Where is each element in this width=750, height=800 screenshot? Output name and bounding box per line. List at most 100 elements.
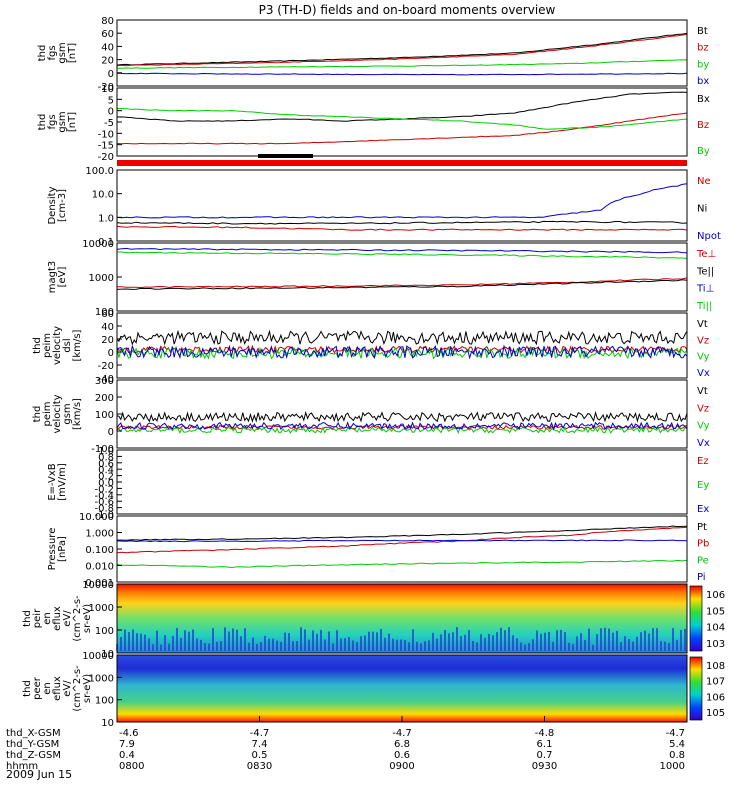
x-axis-row-label: hhmm (6, 761, 38, 772)
y-tick-label: 100.0 (85, 166, 114, 177)
legend-Vx: Vx (697, 368, 710, 379)
series-line-Pi (116, 539, 688, 543)
y-axis-label: fgs (47, 114, 58, 129)
y-tick-label: 10.0 (92, 190, 114, 201)
legend-Vy: Vy (697, 352, 710, 363)
y-tick-label: -0.2 (94, 484, 114, 495)
y-tick-label: 100 (95, 307, 114, 318)
y-tick-label: 10000 (82, 651, 114, 662)
legend-Ti||: Ti|| (696, 301, 712, 312)
y-tick-label: 200 (95, 393, 114, 404)
y-tick-label: 0 (108, 348, 114, 359)
panel-velocity_gsm: Vt Vz Vy Vx 300 200 100 0 -100 thd peim velocity gsm… (32, 376, 710, 455)
legend-Ni: Ni (697, 204, 707, 215)
legend-by: by (697, 59, 709, 70)
x-axis-row-label: thd_X-GSM (6, 728, 61, 739)
y-tick-label: 0.001 (85, 578, 114, 589)
legend-Npot: Npot (697, 231, 721, 242)
y-tick-label: 0.1 (98, 237, 114, 248)
y-axis-label: gsm (62, 403, 73, 424)
x-tick-label: 0800 (119, 761, 144, 772)
panel-peir: 106 105 104 103 10000 1000 100 10 thd peir en eflux… (22, 580, 725, 660)
x-tick-label: 0830 (247, 761, 272, 772)
y-axis-label: (cm^2-s- (72, 595, 83, 642)
colorbar-tick-label: 103 (706, 639, 725, 650)
series-line-Pt (117, 525, 688, 541)
y-axis-label: eflux (52, 606, 63, 631)
y-axis-label: [cm-3] (57, 189, 68, 222)
y-tick-label: 1000 (89, 273, 114, 284)
panel-efield: Ez Ey Ex 1.00.80.60.40.20.0-0.2-0.4-0.6-0.8… (47, 446, 709, 521)
y-axis-label: peim (42, 333, 53, 358)
y-axis-label: magt3 (47, 261, 58, 294)
x-tick-label: 0.8 (669, 750, 685, 761)
spectrogram-peer (117, 655, 687, 722)
y-tick-label: -20 (98, 152, 114, 163)
x-tick-label: -4.6 (119, 728, 139, 739)
y-axis-label: Pressure (47, 528, 58, 571)
y-tick-label: 300 (95, 376, 114, 387)
legend-Vy: Vy (697, 421, 710, 432)
y-tick-label: 1000 (89, 603, 114, 614)
data-coverage-bar (117, 160, 687, 166)
x-tick-label: 0930 (532, 761, 557, 772)
series-line-Te|| (116, 279, 688, 290)
y-tick-label: -20 (98, 82, 114, 93)
series-line-Pe (116, 559, 688, 569)
legend-Vt: Vt (697, 386, 708, 397)
y-axis-label: thd (32, 337, 43, 354)
x-tick-label: 0900 (389, 761, 414, 772)
legend-Bt: Bt (697, 26, 708, 37)
x-tick-label: -4.7 (250, 728, 270, 739)
x-tick-label: 0.4 (119, 750, 135, 761)
y-tick-label: 0.8 (98, 452, 114, 463)
y-axis-label: peer (32, 676, 43, 700)
y-tick-label: -40 (98, 374, 114, 385)
y-tick-label: 1.0 (98, 446, 114, 457)
y-tick-label: 40 (101, 42, 114, 53)
y-tick-label: 0.100 (85, 545, 114, 556)
y-axis-label: E=-VxB (47, 463, 58, 500)
panel-velocity_dsl: Vt Vz Vy Vx 60 40 20 0 -20 -40 thd peim velocity dsl[… (32, 309, 710, 385)
legend-Te⊥: Te⊥ (696, 249, 716, 260)
x-tick-label: 6.1 (537, 739, 553, 750)
legend-Ex: Ex (697, 504, 709, 515)
series-line-Ti|| (116, 251, 688, 259)
panel-pressure: Pt Pb Pe Pi 10.000 1.000 0.100 0.010 0.001 Pressu… (47, 512, 709, 589)
y-tick-label: 0.0 (98, 478, 114, 489)
x-tick-label: 6.8 (394, 739, 410, 750)
y-axis-label: en (42, 682, 53, 695)
y-tick-label: -0.6 (94, 497, 114, 508)
x-tick-label: 0.7 (537, 750, 553, 761)
y-axis-label: eV/ (62, 680, 73, 697)
y-tick-label: -10 (98, 129, 114, 140)
y-tick-label: -1.0 (94, 510, 114, 521)
y-tick-label: 0.6 (98, 459, 114, 470)
series-line-Vx (116, 421, 688, 431)
legend-Ne: Ne (697, 176, 711, 187)
series-line-Bz (116, 112, 688, 145)
y-axis-label: [nT] (67, 43, 78, 63)
legend-Bx: Bx (697, 94, 710, 105)
legend-bx: bx (697, 76, 709, 87)
x-tick-label: 0.5 (252, 750, 268, 761)
x-axis-row-label: thd_Z-GSM (6, 750, 61, 761)
figure-title: P3 (TH-D) fields and on-board moments ov… (259, 3, 556, 17)
y-tick-label: -100 (91, 444, 114, 455)
y-tick-label: 80 (101, 16, 114, 27)
series-line-Vx (116, 344, 688, 360)
colorbar (689, 656, 703, 721)
legend-Ti⊥: Ti⊥ (696, 284, 714, 295)
colorbar (689, 585, 703, 652)
x-tick-label: -4.7 (665, 728, 685, 739)
panel-frame (116, 379, 688, 449)
series-line-Bt (116, 32, 688, 66)
y-tick-label: 100 (95, 626, 114, 637)
x-axis-table: thd_X-GSMthd_Y-GSMthd_Z-GSMhhmm-4.67.90.… (6, 716, 688, 772)
y-tick-label: 100 (95, 410, 114, 421)
y-axis-label: thd (22, 610, 33, 627)
y-tick-label: 100 (95, 696, 114, 707)
series-line-Pb (116, 526, 688, 554)
